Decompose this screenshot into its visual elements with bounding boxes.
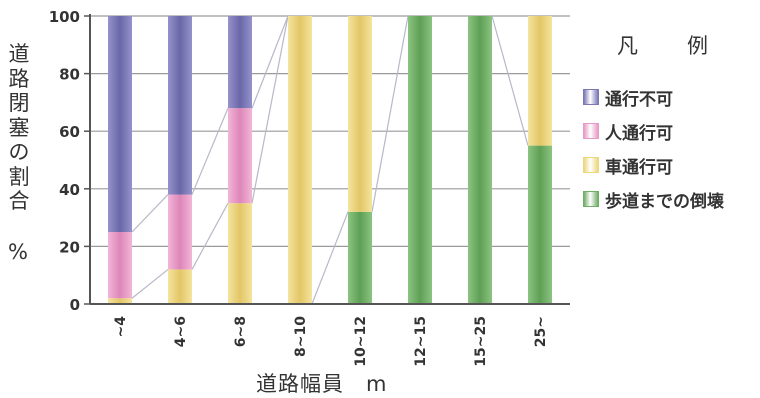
x-tick-labels: ~4 4~6 6~8 8~10 10~12 12~15 15~25 25~ (113, 316, 549, 367)
y-tick-labels: 0 20 40 60 80 100 (49, 8, 90, 314)
connector-line (131, 268, 169, 299)
y-axis-label-char: 路 (8, 66, 30, 91)
y-tick-label: 60 (59, 123, 80, 141)
x-tick-label: ~4 (113, 316, 129, 338)
bar-segment (108, 298, 132, 304)
y-axis-label-char: 道 (8, 42, 30, 66)
connector-line (311, 211, 349, 305)
legend-item: 通行不可 (583, 80, 724, 114)
bar-segment (108, 16, 132, 232)
legend-title: 凡 例 (617, 34, 722, 58)
bar-segment (528, 16, 552, 146)
connector-lines (131, 15, 529, 305)
bar-segment (168, 16, 192, 195)
legend: 通行不可人通行可車通行可歩道までの倒壊 (583, 80, 724, 216)
bar-segment (528, 145, 552, 304)
legend-swatch (583, 157, 599, 173)
legend-item: 歩道までの倒壊 (583, 182, 724, 216)
x-tick-label: 10~12 (353, 316, 369, 367)
legend-item: 車通行可 (583, 148, 724, 182)
connector-line (191, 107, 229, 195)
connector-line (131, 194, 169, 233)
y-tick-label: 80 (59, 66, 80, 84)
y-axis-label-char: 割 (8, 164, 30, 189)
bar-segment (288, 16, 312, 304)
bar-segment (228, 16, 252, 109)
y-axis-unit: % (8, 240, 28, 264)
y-axis-label-char: 閉 (8, 91, 30, 115)
bar-segment (168, 194, 192, 270)
legend-label: 歩道までの倒壊 (605, 191, 724, 212)
x-tick-label: 15~25 (473, 316, 489, 367)
gridlines (90, 15, 570, 247)
connector-line (251, 15, 289, 109)
axes (89, 14, 570, 305)
x-tick-label: 12~15 (413, 316, 429, 367)
bar-segment (168, 269, 192, 304)
y-tick-label: 40 (59, 181, 80, 199)
bar-segment (228, 108, 252, 204)
x-tick-label: 4~6 (173, 316, 189, 347)
y-axis-label-char: の (8, 140, 30, 164)
x-tick-label: 6~8 (233, 316, 249, 347)
connector-line (251, 15, 289, 204)
bar-segment (108, 232, 132, 299)
legend-swatch (583, 89, 599, 105)
connector-line (371, 15, 409, 212)
bar-segment (348, 211, 372, 304)
bar-segment (348, 16, 372, 212)
legend-item: 人通行可 (583, 114, 724, 148)
y-tick-label: 20 (59, 238, 80, 256)
y-axis-label-char: 塞 (8, 115, 30, 140)
bars (108, 16, 552, 304)
connector-line (491, 15, 529, 146)
bar-segment (468, 16, 492, 304)
y-tick-label: 0 (70, 296, 80, 314)
bar-segment (408, 16, 432, 304)
y-axis-label: 道路閉塞の割合 (6, 42, 32, 214)
x-tick-label: 25~ (533, 316, 549, 347)
x-axis-label: 道路幅員 m (256, 372, 388, 396)
bar-segment (228, 203, 252, 304)
legend-label: 通行不可 (605, 89, 673, 110)
legend-label: 車通行可 (605, 157, 673, 178)
y-tick-label: 100 (49, 8, 80, 26)
x-tick-label: 8~10 (293, 316, 309, 357)
legend-label: 人通行可 (605, 123, 673, 144)
legend-swatch (583, 123, 599, 139)
legend-swatch (583, 191, 599, 207)
connector-line (191, 202, 229, 270)
y-axis-label-char: 合 (8, 189, 30, 213)
